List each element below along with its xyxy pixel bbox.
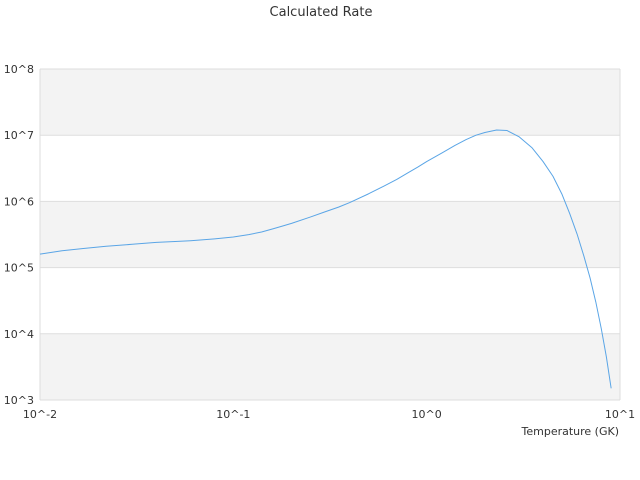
horizontal-gridlines xyxy=(40,68,620,401)
grid-band xyxy=(40,69,620,136)
grid-band xyxy=(40,333,620,400)
grid-band xyxy=(40,201,620,268)
x-tick-label: 10^0 xyxy=(412,408,442,421)
y-tick-label: 10^3 xyxy=(4,394,34,407)
y-tick-label: 10^5 xyxy=(4,262,34,275)
y-tick-label: 10^6 xyxy=(4,195,34,208)
plot-frame xyxy=(39,69,621,400)
x-tick-label: 10^1 xyxy=(605,408,635,421)
x-tick-label: 10^-1 xyxy=(216,408,250,421)
series-line xyxy=(39,129,612,389)
y-tick-label: 10^8 xyxy=(4,63,34,76)
x-tick-label: 10^-2 xyxy=(23,408,57,421)
grid-bands xyxy=(40,69,620,400)
series-layer xyxy=(39,129,612,389)
x-axis-ticks: 10^-2 10^-1 10^0 10^1 xyxy=(23,408,635,421)
y-axis-ticks: 10^3 10^4 10^5 10^6 10^7 10^8 xyxy=(4,63,34,407)
y-tick-label: 10^4 xyxy=(4,328,34,341)
y-tick-label: 10^7 xyxy=(4,129,34,142)
x-axis-title: Temperature (GK) xyxy=(521,425,620,438)
chart-title: Calculated Rate xyxy=(270,5,373,20)
